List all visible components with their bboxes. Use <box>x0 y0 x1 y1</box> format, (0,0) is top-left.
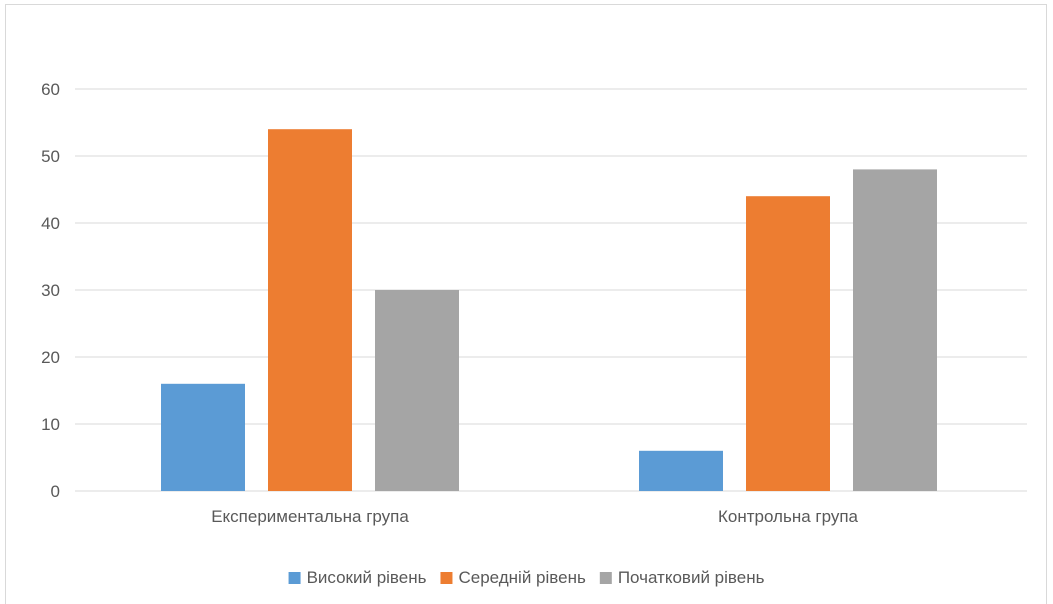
bars <box>161 129 937 491</box>
legend-swatch-3 <box>599 572 612 584</box>
bar-2-2 <box>746 196 830 491</box>
y-tick-label-10: 10 <box>41 415 60 434</box>
bar-1-3 <box>375 290 459 491</box>
y-tick-label-0: 0 <box>51 482 60 501</box>
bar-1-1 <box>161 383 245 491</box>
axes: 0 10 20 30 40 50 60 Експериментальна група Контр… <box>41 80 858 526</box>
y-tick-label-40: 40 <box>41 214 60 233</box>
legend-item-3: Початковий рівень <box>599 568 765 587</box>
y-tick-label-50: 50 <box>41 147 60 166</box>
bar-2-1 <box>639 450 723 491</box>
legend-item-2: Середній рівень <box>440 568 586 587</box>
legend-item-1: Високий рівень <box>288 568 427 587</box>
legend-swatch-2 <box>440 572 453 584</box>
legend-label-1: Високий рівень <box>307 568 427 587</box>
x-tick-label-1: Експериментальна група <box>211 507 409 526</box>
x-tick-label-2: Контрольна група <box>718 507 859 526</box>
y-tick-label-30: 30 <box>41 281 60 300</box>
legend-label-3: Початковий рівень <box>618 568 765 587</box>
legend-swatch-1 <box>288 572 301 584</box>
legend: Високий рівень Середній рівень Початковий … <box>288 568 765 587</box>
y-tick-label-60: 60 <box>41 80 60 99</box>
bar-2-3 <box>853 169 937 491</box>
y-tick-label-20: 20 <box>41 348 60 367</box>
bar-1-2 <box>268 129 352 491</box>
legend-label-2: Середній рівень <box>458 568 585 587</box>
